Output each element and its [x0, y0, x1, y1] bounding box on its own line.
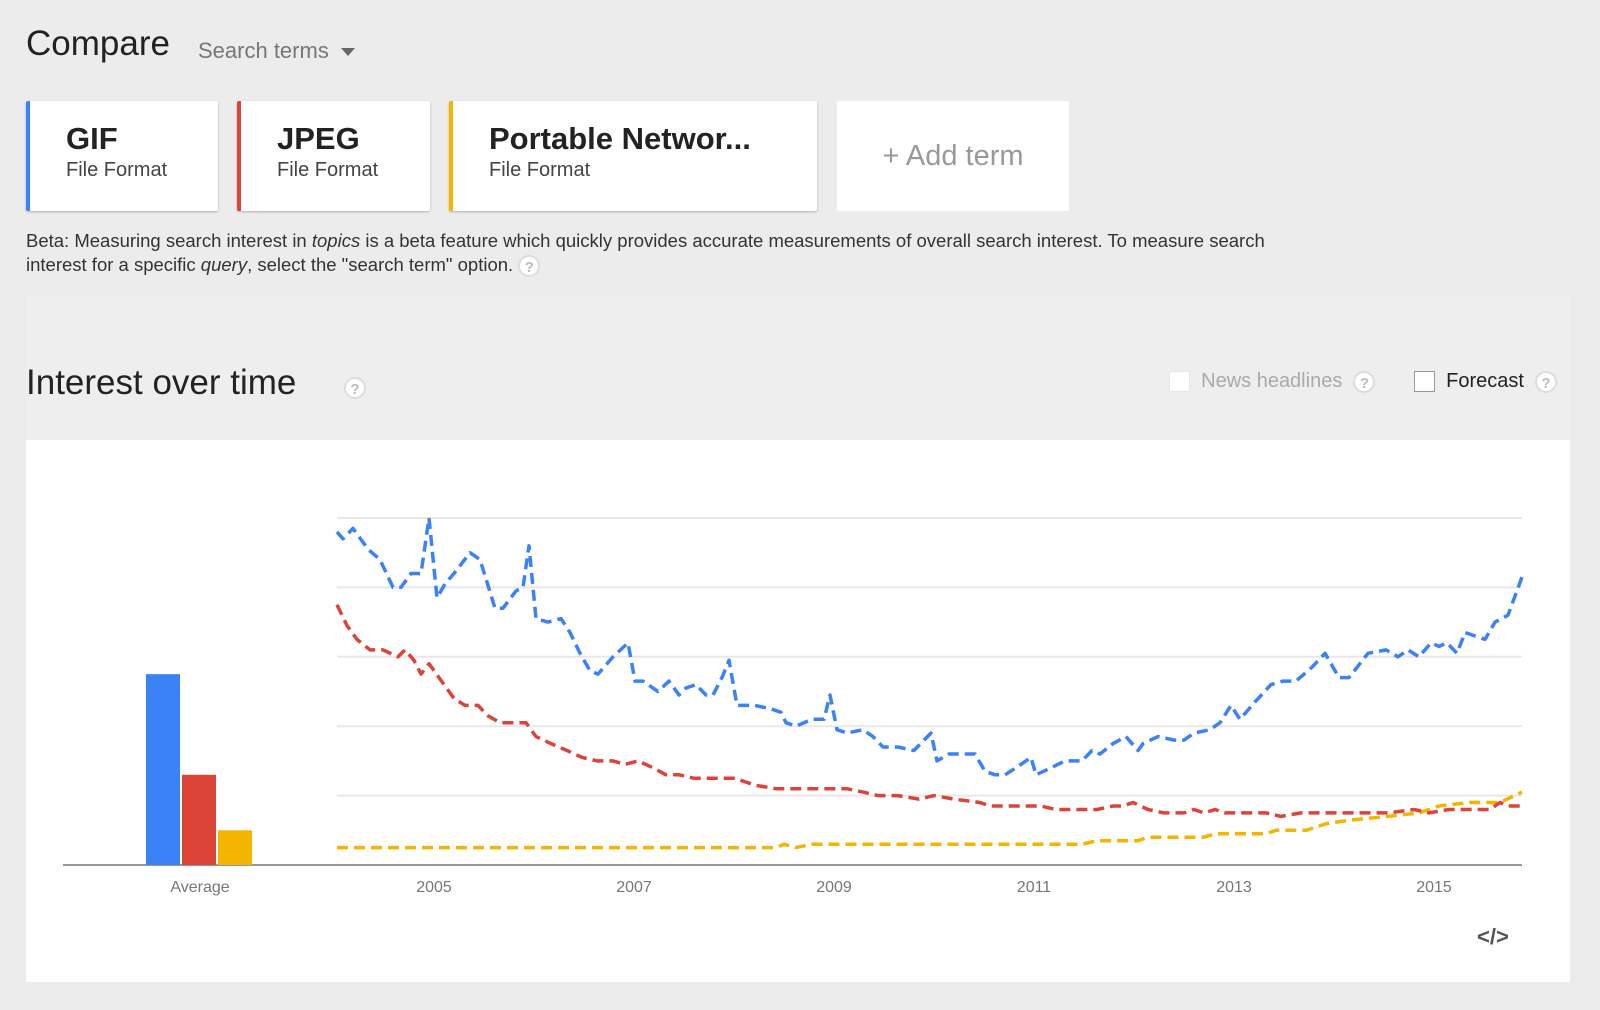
- term-name: Portable Networ...: [489, 121, 751, 156]
- forecast-toggle[interactable]: Forecast ?: [1414, 370, 1558, 393]
- embed-code-button[interactable]: </>: [1477, 924, 1509, 949]
- news-checkbox[interactable]: [1169, 371, 1190, 393]
- term-card-jpeg[interactable]: JPEG File Format: [237, 101, 430, 211]
- x-tick-label: 2007: [616, 879, 652, 896]
- term-type: File Format: [489, 159, 591, 181]
- x-tick-label: 2009: [816, 879, 852, 896]
- beta-text: , select the "search term" option.: [247, 254, 514, 275]
- beta-query: query: [200, 254, 248, 275]
- search-mode-label: Search terms: [198, 38, 329, 63]
- beta-topics: topics: [311, 230, 361, 251]
- x-tick-label: 2005: [416, 879, 452, 896]
- term-card-gif[interactable]: GIF File Format: [26, 101, 218, 211]
- average-label: Average: [170, 879, 229, 896]
- series-line-gif: [335, 516, 1524, 777]
- term-card-png[interactable]: Portable Networ... File Format: [449, 101, 817, 211]
- section-title: Interest over time: [26, 363, 297, 402]
- section-header-band: [26, 296, 1570, 440]
- x-tick-label: 2011: [1017, 879, 1052, 896]
- search-mode-dropdown[interactable]: Search terms: [198, 38, 355, 64]
- term-type: File Format: [66, 159, 168, 181]
- help-icon[interactable]: ?: [518, 255, 541, 278]
- forecast-label: Forecast: [1446, 370, 1524, 392]
- help-icon[interactable]: ?: [1535, 370, 1558, 393]
- series-line-jpeg: [335, 604, 1522, 819]
- beta-text: is a beta feature which quickly provides…: [26, 230, 1265, 275]
- series-line-portable: [337, 790, 1523, 850]
- beta-text: Beta: Measuring search interest in: [26, 230, 312, 251]
- help-icon[interactable]: ?: [344, 377, 366, 399]
- news-headlines-toggle[interactable]: News headlines ?: [1169, 370, 1376, 393]
- term-name: JPEG: [277, 121, 360, 156]
- news-label: News headlines: [1201, 370, 1343, 392]
- interest-chart: 2005 2007 2009 2011 2013 2015 Average: [63, 516, 1524, 896]
- average-bar-gif: [146, 674, 180, 865]
- beta-notice: Beta: Measuring search interest in topic…: [26, 229, 1266, 278]
- average-bar-portable: [218, 830, 252, 865]
- term-name: GIF: [66, 121, 118, 156]
- x-tick-label: 2013: [1216, 879, 1252, 896]
- help-icon[interactable]: ?: [1353, 370, 1376, 393]
- forecast-checkbox[interactable]: [1414, 371, 1435, 393]
- add-term-button[interactable]: + Add term: [837, 101, 1069, 211]
- average-bar-jpeg: [182, 774, 216, 865]
- chart-card: 2005 2007 2009 2011 2013 2015 Average: [26, 440, 1570, 982]
- page-title: Compare: [26, 24, 170, 63]
- caret-down-icon: [340, 48, 355, 57]
- x-tick-label: 2015: [1416, 879, 1452, 896]
- term-type: File Format: [277, 159, 379, 181]
